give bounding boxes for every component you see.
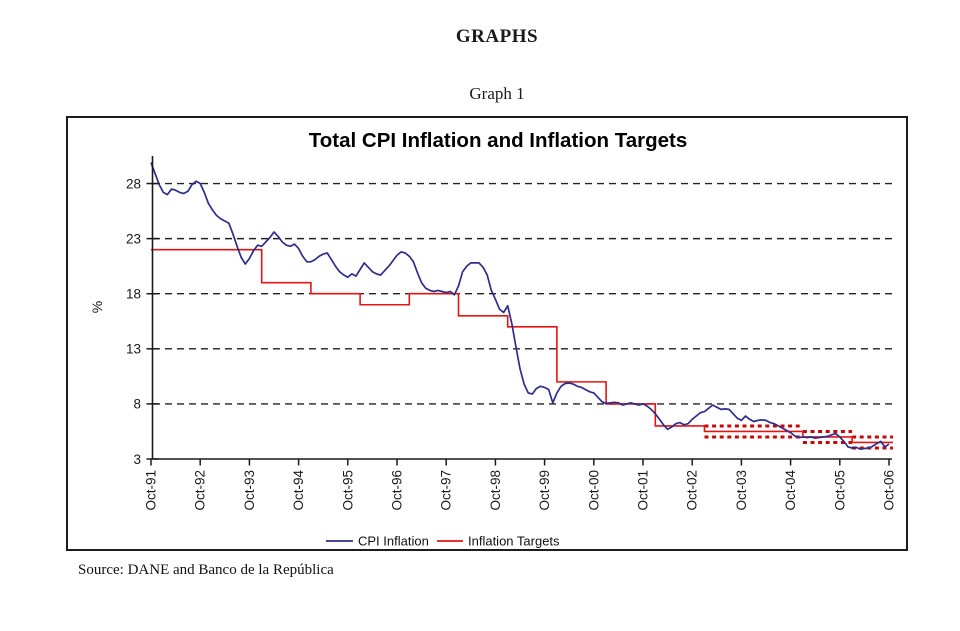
- x-tick-label: Oct-94: [291, 470, 306, 511]
- x-tick-label: Oct-98: [488, 470, 503, 511]
- x-tick-label: Oct-01: [636, 470, 651, 511]
- x-tick-label: Oct-97: [439, 470, 454, 511]
- x-tick-label: Oct-04: [783, 470, 798, 511]
- y-tick-label: 3: [133, 452, 141, 467]
- y-tick-label: 28: [126, 176, 141, 191]
- y-tick-label: 8: [133, 397, 141, 412]
- x-tick-label: Oct-95: [340, 470, 355, 511]
- y-tick-label: 18: [126, 287, 141, 302]
- legend-label-cpi: CPI Inflation: [358, 534, 429, 549]
- x-tick-label: Oct-00: [586, 470, 601, 511]
- chart-frame: Total CPI Inflation and Inflation Target…: [66, 116, 908, 551]
- x-tick-label: Oct-06: [882, 470, 897, 511]
- x-tick-label: Oct-91: [144, 470, 159, 511]
- y-axis-label: %: [89, 301, 105, 313]
- x-tick-label: Oct-05: [832, 470, 847, 511]
- inflation-targets-line: [151, 248, 893, 444]
- legend-label-targets: Inflation Targets: [468, 534, 560, 549]
- y-tick-label: 13: [126, 342, 141, 357]
- x-tick-label: Oct-99: [537, 470, 552, 511]
- source-note: Source: DANE and Banco de la República: [78, 562, 334, 578]
- cpi-inflation-line: [150, 162, 890, 450]
- graph-number-label: Graph 1: [469, 84, 525, 103]
- page-header: GRAPHS Graph 1: [34, 0, 960, 104]
- x-tick-label: Oct-96: [390, 470, 405, 511]
- chart-title: Total CPI Inflation and Inflation Target…: [309, 129, 688, 152]
- x-tick-label: Oct-92: [193, 470, 208, 511]
- page-title: GRAPHS: [455, 26, 539, 47]
- inflation-chart: Total CPI Inflation and Inflation Target…: [89, 129, 897, 549]
- x-tick-label: Oct-93: [242, 470, 257, 511]
- x-tick-label: Oct-03: [734, 470, 749, 511]
- y-tick-label: 23: [126, 231, 141, 246]
- x-tick-label: Oct-02: [685, 470, 700, 511]
